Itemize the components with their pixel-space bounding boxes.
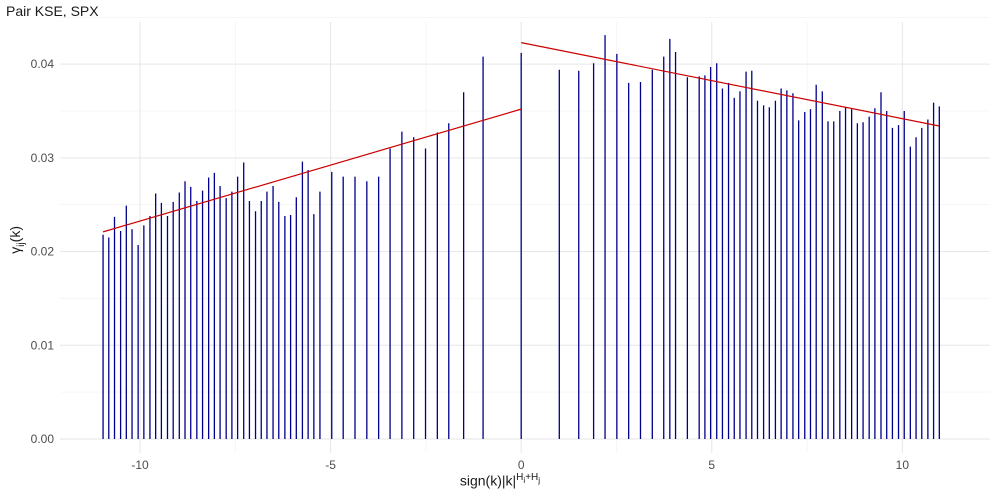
x-tick-label: 5 — [708, 458, 715, 472]
y-tick-label: 0.02 — [31, 245, 55, 259]
y-axis-ticks: 0.00 0.01 0.02 0.03 0.04 — [31, 57, 55, 446]
x-tick-label: 10 — [896, 458, 910, 472]
fit-line — [102, 108, 522, 233]
bar-series — [102, 35, 940, 439]
x-tick-label: -5 — [325, 458, 336, 472]
fit-lines — [102, 42, 940, 233]
chart-title: Pair KSE, SPX — [6, 3, 99, 19]
x-tick-label: -10 — [131, 458, 149, 472]
grid-major — [60, 22, 990, 453]
x-axis-ticks: -10 -5 0 5 10 — [131, 458, 909, 472]
y-tick-label: 0.03 — [31, 151, 55, 165]
x-tick-label: 0 — [518, 458, 525, 472]
x-axis-label: sign(k)|k|Hi+Hj — [459, 472, 541, 489]
y-tick-label: 0.04 — [31, 57, 55, 71]
y-tick-label: 0.01 — [31, 338, 55, 352]
y-axis-label: γij(k) — [7, 226, 27, 254]
fit-line — [521, 42, 940, 127]
y-tick-label: 0.00 — [31, 432, 55, 446]
grid-minor — [60, 17, 990, 453]
